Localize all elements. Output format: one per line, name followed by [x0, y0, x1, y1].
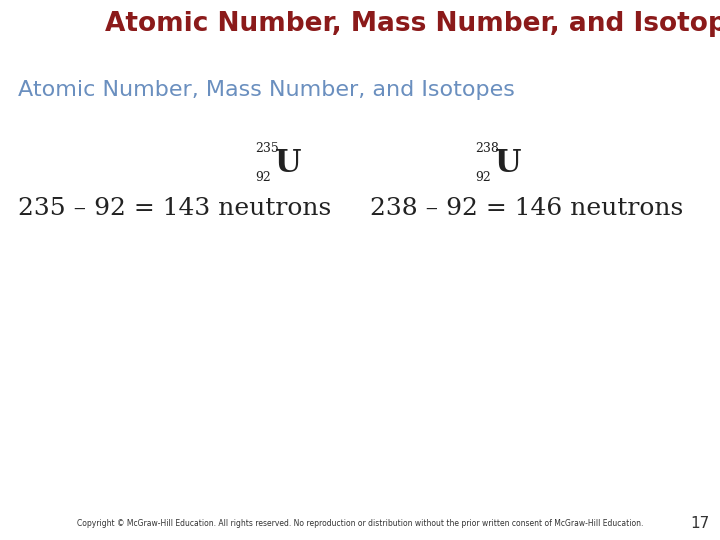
- Polygon shape: [55, 0, 85, 48]
- Text: 238: 238: [475, 142, 499, 155]
- Text: U: U: [275, 147, 302, 179]
- Text: 2.3: 2.3: [16, 12, 60, 36]
- Text: 235: 235: [255, 142, 279, 155]
- Text: U: U: [495, 147, 521, 179]
- Text: 17: 17: [690, 516, 710, 531]
- Text: 235 – 92 = 143 neutrons: 235 – 92 = 143 neutrons: [18, 197, 331, 220]
- Text: 92: 92: [255, 171, 271, 184]
- Text: Copyright © McGraw-Hill Education. All rights reserved. No reproduction or distr: Copyright © McGraw-Hill Education. All r…: [77, 519, 643, 528]
- Text: 92: 92: [475, 171, 491, 184]
- Text: Atomic Number, Mass Number, and Isotopes: Atomic Number, Mass Number, and Isotopes: [18, 80, 515, 100]
- Text: 238 – 92 = 146 neutrons: 238 – 92 = 146 neutrons: [370, 197, 683, 220]
- Text: Atomic Number, Mass Number, and Isotopes: Atomic Number, Mass Number, and Isotopes: [104, 11, 720, 37]
